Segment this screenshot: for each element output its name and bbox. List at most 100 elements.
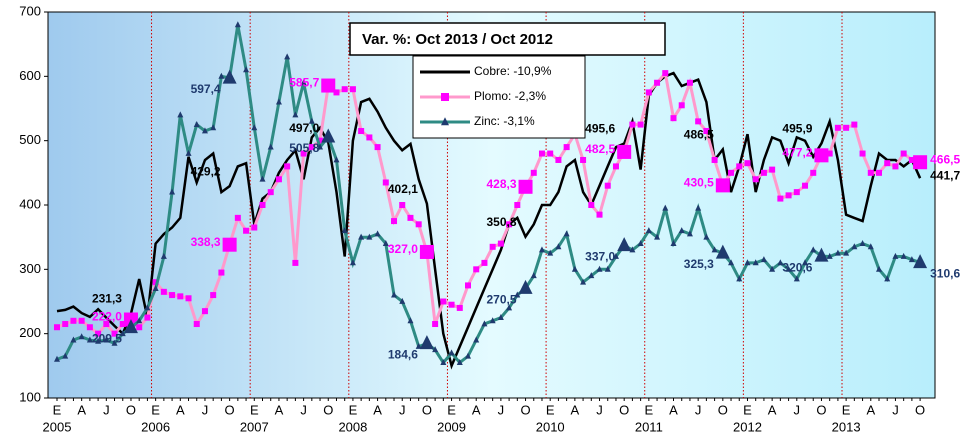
data-label: 310,6 [930, 267, 960, 281]
marker [617, 144, 632, 159]
marker [662, 204, 669, 211]
marker [892, 252, 899, 259]
marker [441, 93, 449, 101]
marker [177, 293, 184, 300]
marker [670, 115, 677, 122]
data-label: 585,7 [289, 76, 319, 90]
marker [419, 335, 434, 350]
x-tick-label: J [695, 402, 702, 417]
marker [518, 279, 533, 294]
marker [728, 169, 735, 176]
marker [160, 288, 167, 295]
marker [78, 333, 85, 340]
marker [284, 163, 291, 170]
marker [645, 89, 652, 96]
marker [826, 252, 833, 259]
marker [703, 128, 710, 135]
data-label: 337,0 [585, 250, 615, 264]
marker [234, 21, 241, 28]
marker [267, 189, 274, 196]
marker [441, 117, 449, 126]
marker [637, 240, 644, 246]
marker [826, 150, 833, 157]
x-tick-label: A [77, 402, 86, 417]
marker [358, 233, 365, 240]
data-label: 495,9 [782, 121, 812, 135]
marker [506, 221, 513, 228]
legend-entries: Cobre: -10,9% Plomo: -2,3% Zinc: -3,1% [420, 64, 552, 128]
data-label: 209,5 [92, 332, 122, 346]
marker [432, 346, 439, 353]
marker [530, 272, 537, 279]
marker [884, 275, 891, 282]
marker [518, 179, 533, 194]
marker [317, 137, 324, 144]
marker [728, 259, 735, 266]
marker [538, 246, 545, 253]
marker [136, 317, 143, 324]
x-tick-label: O [520, 402, 530, 417]
x-tick-label: A [176, 402, 185, 417]
marker [588, 272, 595, 279]
marker [530, 169, 537, 176]
marker [119, 330, 126, 337]
data-label: 429,2 [191, 164, 221, 178]
marker [374, 144, 381, 151]
marker [103, 321, 110, 328]
x-tick-label: E [447, 402, 456, 417]
marker [506, 304, 513, 311]
marker [617, 237, 632, 252]
marker [321, 128, 336, 143]
y-tick-label: 300 [19, 261, 41, 276]
y-tick-label: 100 [19, 389, 41, 404]
marker [465, 282, 471, 289]
x-tick-label: E [53, 402, 62, 417]
marker [341, 86, 348, 93]
year-label: 2013 [832, 419, 861, 434]
marker [715, 244, 730, 259]
marker [547, 150, 554, 157]
marker [481, 259, 488, 266]
data-label: 505,8 [289, 141, 319, 155]
marker [193, 321, 200, 328]
marker [810, 246, 817, 253]
marker [349, 86, 356, 93]
marker [814, 247, 829, 262]
marker [399, 297, 406, 304]
marker [851, 121, 858, 128]
x-tick-label: J [794, 402, 801, 417]
marker [908, 256, 915, 263]
marker [407, 317, 414, 324]
x-tick-label: O [225, 402, 235, 417]
marker [399, 202, 406, 208]
marker [913, 155, 928, 170]
marker [251, 224, 258, 231]
x-tick-label: E [349, 402, 358, 417]
x-tick-label: O [816, 402, 826, 417]
data-label: 466,5 [930, 152, 960, 166]
x-tick-label: J [300, 402, 307, 417]
marker [201, 127, 208, 134]
marker [555, 243, 562, 250]
x-tick-label: E [743, 402, 752, 417]
marker [234, 214, 241, 221]
marker [777, 195, 784, 202]
marker [292, 111, 299, 118]
marker [769, 166, 776, 173]
x-tick-label: A [472, 402, 481, 417]
marker [695, 118, 702, 125]
chart-title: Var. %: Oct 2013 / Oct 2012 [362, 31, 553, 48]
marker [448, 349, 455, 356]
marker [123, 319, 138, 334]
y-tick-label: 500 [19, 132, 41, 147]
marker [711, 156, 718, 163]
marker [876, 169, 882, 176]
data-label: 325,3 [684, 257, 714, 271]
y-tick-label: 400 [19, 196, 41, 211]
x-tick-label: A [768, 402, 777, 417]
marker [481, 320, 488, 327]
marker [201, 308, 208, 315]
x-tick-label: A [866, 402, 875, 417]
marker [876, 265, 882, 272]
